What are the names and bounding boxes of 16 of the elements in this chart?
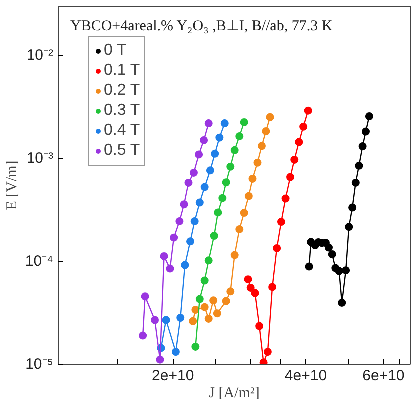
x-axis-title: J [A/m²] <box>209 386 260 402</box>
x-tick-label: 6e+10 <box>362 368 405 384</box>
y-tick-label: 10⁻⁵ <box>26 356 54 373</box>
legend-label: 0.4 T <box>104 122 140 140</box>
x-tick-label: 4e+10 <box>284 368 328 384</box>
x-tick-label: 2e+10 <box>152 368 194 384</box>
legend-label: 0.1 T <box>104 62 140 80</box>
legend-label: 0.5 T <box>104 142 140 160</box>
text: YBCO+4areal.% Y₂O₃ ,B⊥I, B//ab, 77.3 K <box>70 18 333 34</box>
legend-label: 0 T <box>104 42 127 60</box>
legend-label: 0.3 T <box>104 102 140 120</box>
y-tick-label: 10⁻² <box>26 47 54 64</box>
legend-label: 0.2 T <box>104 82 140 100</box>
y-tick-label: 10⁻⁴ <box>25 253 54 270</box>
y-tick-label: 10⁻³ <box>26 150 54 168</box>
y-axis-title: E [V/m] <box>4 160 20 210</box>
